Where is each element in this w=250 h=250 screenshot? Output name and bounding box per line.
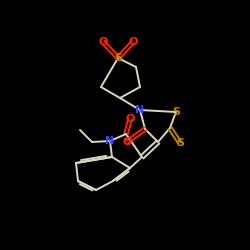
Text: S: S — [172, 107, 180, 117]
Text: N: N — [106, 136, 114, 146]
Text: O: O — [98, 37, 108, 47]
Text: O: O — [122, 137, 132, 147]
Text: N: N — [136, 105, 144, 115]
Text: S: S — [114, 53, 122, 63]
Text: S: S — [176, 138, 184, 148]
Text: O: O — [128, 37, 138, 47]
Text: O: O — [125, 114, 135, 124]
